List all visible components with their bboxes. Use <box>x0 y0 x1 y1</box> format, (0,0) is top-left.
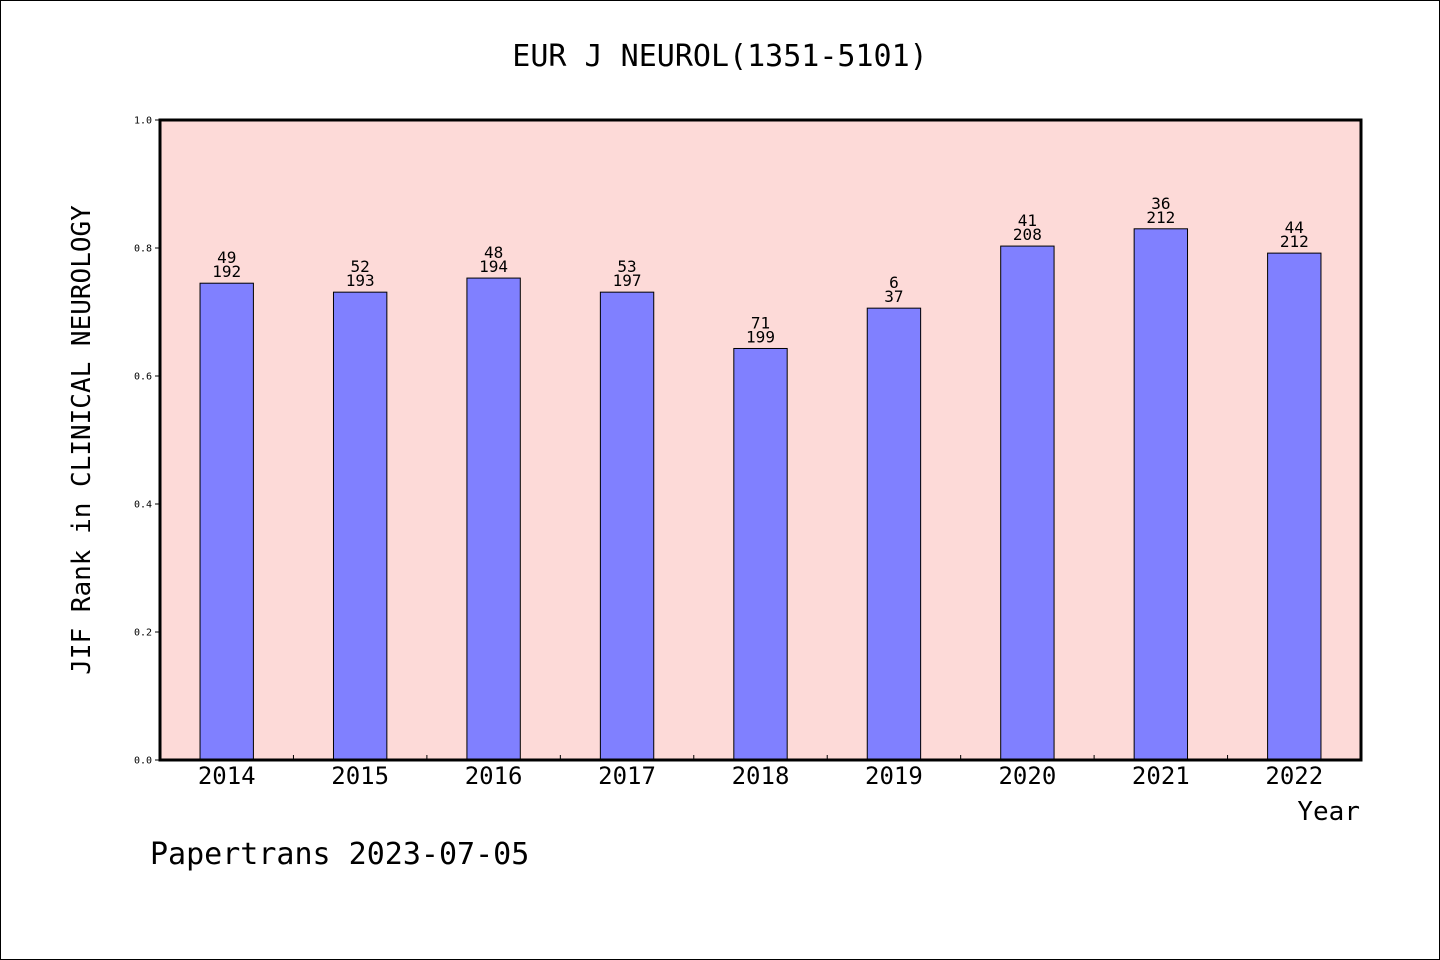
x-tick-label-2020: 2020 <box>998 762 1056 790</box>
bar-label-rank-2018: 71 <box>751 313 770 332</box>
y-tick-label: 0.2 <box>134 628 152 639</box>
bar-label-total-2014: 192 <box>212 262 241 281</box>
bar-label-rank-2021: 36 <box>1151 194 1170 213</box>
bar-2019 <box>866 307 922 761</box>
x-tick-label-2016: 2016 <box>465 762 523 790</box>
bar-label-total-2018: 199 <box>746 327 775 346</box>
bars-group <box>199 228 1322 761</box>
x-axis-ticks: 2014 2015 2016 2017 2018 2019 2020 2021 2022 <box>198 755 1323 790</box>
bar-2014 <box>199 282 254 761</box>
x-tick-label-2022: 2022 <box>1265 762 1323 790</box>
x-axis-label: Year <box>1297 797 1360 827</box>
bar-2016 <box>466 277 521 761</box>
bar-label-rank-2017: 53 <box>617 257 636 276</box>
bar-label-rank-2022: 44 <box>1285 218 1304 237</box>
chart-title: EUR J NEUROL(1351-5101) <box>512 39 927 74</box>
y-tick-label: 1.0 <box>134 116 152 127</box>
bar-label-rank-2016: 48 <box>484 243 503 262</box>
bar-label-total-2016: 194 <box>479 257 508 276</box>
bar-label-rank-2020: 41 <box>1018 211 1037 230</box>
footer-source-date: Papertrans 2023-07-05 <box>150 837 529 872</box>
x-tick-label-2021: 2021 <box>1132 762 1190 790</box>
bar-label-total-2015: 193 <box>346 271 375 290</box>
bar-label-rank-2019: 6 <box>889 273 899 292</box>
plot-border <box>158 118 1363 762</box>
bar-label-total-2022: 212 <box>1280 232 1309 251</box>
y-axis-ticks: 0.0 0.2 0.4 0.6 0.8 1.0 <box>134 116 160 767</box>
bar-2017 <box>599 291 655 761</box>
x-tick-label-2019: 2019 <box>865 762 923 790</box>
x-tick-label-2015: 2015 <box>331 762 389 790</box>
bar-label-total-2019: 37 <box>884 287 903 306</box>
bar-2015 <box>332 291 388 761</box>
y-axis-label: JIF Rank in CLINICAL NEUROLOGY <box>67 205 97 675</box>
bar-label-rank-2014: 49 <box>217 248 236 267</box>
y-tick-label: 0.0 <box>134 756 152 767</box>
x-tick-label-2018: 2018 <box>732 762 790 790</box>
bar-label-rank-2015: 52 <box>351 257 370 276</box>
bar-label-total-2017: 197 <box>613 271 642 290</box>
bar-2020 <box>1000 245 1055 761</box>
y-tick-label: 0.6 <box>134 372 152 383</box>
y-tick-label: 0.4 <box>134 500 152 511</box>
bar-label-total-2020: 208 <box>1013 225 1042 244</box>
bar-2022 <box>1267 252 1322 761</box>
bar-2018 <box>733 347 788 761</box>
x-tick-label-2014: 2014 <box>198 762 256 790</box>
bar-label-total-2021: 212 <box>1146 208 1175 227</box>
bar-2021 <box>1133 228 1189 761</box>
y-tick-label: 0.8 <box>134 244 152 255</box>
x-tick-label-2017: 2017 <box>598 762 656 790</box>
